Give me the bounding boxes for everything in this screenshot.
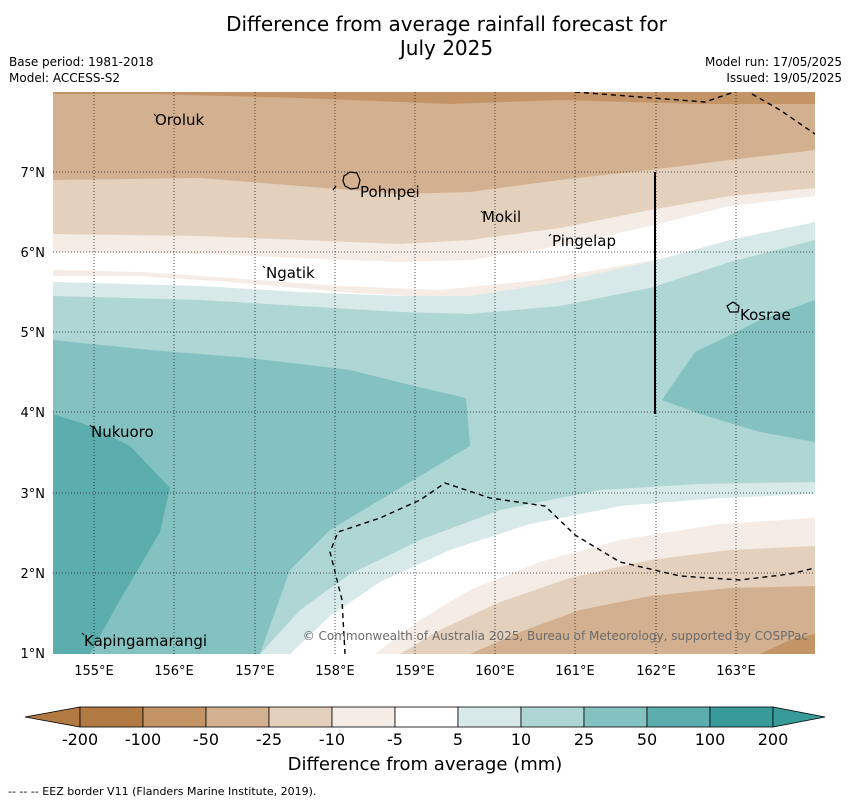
contour-50-100-west xyxy=(53,414,170,654)
eez-border-north xyxy=(574,92,815,135)
meta-right: Model run: 17/05/2025 Issued: 19/05/2025 xyxy=(705,54,842,86)
meta-left: Base period: 1981-2018 Model: ACCESS-S2 xyxy=(9,54,154,86)
colorbar-tick-label: 5 xyxy=(453,730,463,749)
colorbar-arrow-high xyxy=(772,706,826,728)
contour-minus-100-north xyxy=(53,92,815,104)
colorbar-swatch xyxy=(331,706,396,728)
colorbar-tick-label: -200 xyxy=(62,730,98,749)
lon-label-156: 156°E xyxy=(154,664,194,679)
lon-label-162: 162°E xyxy=(636,664,676,679)
contour-neutral xyxy=(53,196,815,290)
lat-label-4: 4°N xyxy=(21,406,46,421)
lat-label-5: 5°N xyxy=(21,326,46,341)
colorbar-tick-label: 50 xyxy=(637,730,657,749)
colorbar-swatch xyxy=(268,706,333,728)
graticule xyxy=(53,92,815,654)
lon-label-158: 158°E xyxy=(315,664,355,679)
colorbar-tick-label: 200 xyxy=(758,730,789,749)
base-period: Base period: 1981-2018 xyxy=(9,55,154,69)
lon-label-161: 161°E xyxy=(555,664,595,679)
colorbar-swatch xyxy=(142,706,207,728)
place-label-nukuoro: Nukuoro xyxy=(91,423,154,441)
place-label-pohnpei: Pohnpei xyxy=(360,183,420,201)
lon-label-157: 157°E xyxy=(235,664,275,679)
issued-date: Issued: 19/05/2025 xyxy=(726,71,842,85)
kosrae-island xyxy=(726,301,740,313)
contour-25-50-east xyxy=(662,300,815,442)
colorbar xyxy=(24,706,826,728)
chart-title: Difference from average rainfall forecas… xyxy=(0,12,850,60)
lat-label-1: 1°N xyxy=(21,647,46,662)
colorbar-swatch xyxy=(394,706,459,728)
colorbar-swatch xyxy=(520,706,585,728)
footnote: -- -- -- EEZ border V11 (Flanders Marine… xyxy=(8,785,317,798)
eez-fragment-pohnpei xyxy=(332,185,337,191)
colorbar-tick-label: 25 xyxy=(574,730,594,749)
title-line-2: July 2025 xyxy=(399,36,494,60)
colorbar-swatch xyxy=(646,706,711,728)
colorbar-tick-label: 10 xyxy=(511,730,531,749)
place-label-ngatik: Ngatik xyxy=(266,264,315,282)
lon-label-163: 163°E xyxy=(716,664,756,679)
lon-label-160: 160°E xyxy=(475,664,515,679)
colorbar-tick-label: -100 xyxy=(125,730,161,749)
model-run: Model run: 17/05/2025 xyxy=(704,55,842,69)
lat-label-2: 2°N xyxy=(21,567,46,582)
lat-label-3: 3°N xyxy=(21,487,46,502)
colorbar-swatch xyxy=(457,706,522,728)
lat-label-7: 7°N xyxy=(21,166,46,181)
colorbar-swatch xyxy=(79,706,144,728)
eez-border-south xyxy=(329,482,815,654)
place-label-oroluk: Oroluk xyxy=(155,111,204,129)
contour-25-50-west xyxy=(53,340,470,654)
colorbar-tick-label: -25 xyxy=(256,730,282,749)
colorbar-tick-label: -5 xyxy=(387,730,403,749)
lat-label-6: 6°N xyxy=(21,246,46,261)
colorbar-arrow-low xyxy=(24,706,81,728)
title-line-1: Difference from average rainfall forecas… xyxy=(226,12,667,36)
rainfall-contours xyxy=(53,92,815,654)
contour-minus-100-south xyxy=(760,634,815,654)
colorbar-tick-label: -10 xyxy=(319,730,345,749)
colorbar-swatch xyxy=(205,706,270,728)
place-markers xyxy=(81,113,552,636)
copyright-text: © Commonwealth of Australia 2025, Bureau… xyxy=(303,629,808,643)
place-label-kosrae: Kosrae xyxy=(740,306,791,324)
colorbar-ticks: -200 -100 -50 -25 -10 -5 5 10 25 50 100 200 xyxy=(62,730,788,749)
colorbar-label: Difference from average (mm) xyxy=(287,754,563,775)
lon-label-159: 159°E xyxy=(395,664,435,679)
colorbar-tick-label: -50 xyxy=(193,730,219,749)
pohnpei-island xyxy=(342,171,361,190)
colorbar-swatch xyxy=(583,706,648,728)
colorbar-swatch xyxy=(709,706,774,728)
place-label-mokil: Mokil xyxy=(482,208,521,226)
model-name: Model: ACCESS-S2 xyxy=(9,71,121,85)
lon-label-155: 155°E xyxy=(74,664,114,679)
contour-minus-50-south xyxy=(470,586,815,654)
colorbar-tick-label: 100 xyxy=(695,730,726,749)
place-label-pingelap: Pingelap xyxy=(552,232,616,250)
place-label-kapingamarangi: Kapingamarangi xyxy=(84,632,207,650)
